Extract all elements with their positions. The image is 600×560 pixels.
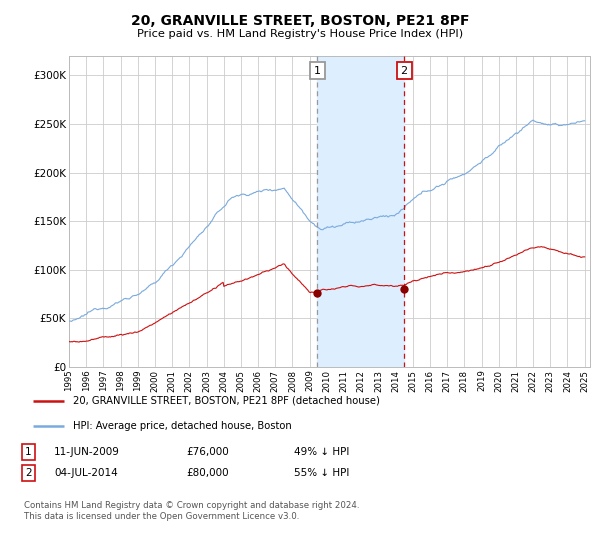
Text: Contains HM Land Registry data © Crown copyright and database right 2024.
This d: Contains HM Land Registry data © Crown c… [24, 501, 359, 521]
Text: £76,000: £76,000 [186, 447, 229, 457]
Text: 1: 1 [314, 66, 320, 76]
Text: £80,000: £80,000 [186, 468, 229, 478]
Text: 49% ↓ HPI: 49% ↓ HPI [294, 447, 349, 457]
Text: 2: 2 [401, 66, 408, 76]
Text: 1: 1 [25, 447, 32, 457]
Text: 2: 2 [25, 468, 32, 478]
Text: 20, GRANVILLE STREET, BOSTON, PE21 8PF: 20, GRANVILLE STREET, BOSTON, PE21 8PF [131, 14, 469, 28]
Text: Price paid vs. HM Land Registry's House Price Index (HPI): Price paid vs. HM Land Registry's House … [137, 29, 463, 39]
Text: 20, GRANVILLE STREET, BOSTON, PE21 8PF (detached house): 20, GRANVILLE STREET, BOSTON, PE21 8PF (… [73, 396, 380, 406]
Bar [317, 56, 404, 367]
Text: 55% ↓ HPI: 55% ↓ HPI [294, 468, 349, 478]
Text: 04-JUL-2014: 04-JUL-2014 [54, 468, 118, 478]
Text: HPI: Average price, detached house, Boston: HPI: Average price, detached house, Bost… [73, 421, 292, 431]
Text: 11-JUN-2009: 11-JUN-2009 [54, 447, 120, 457]
